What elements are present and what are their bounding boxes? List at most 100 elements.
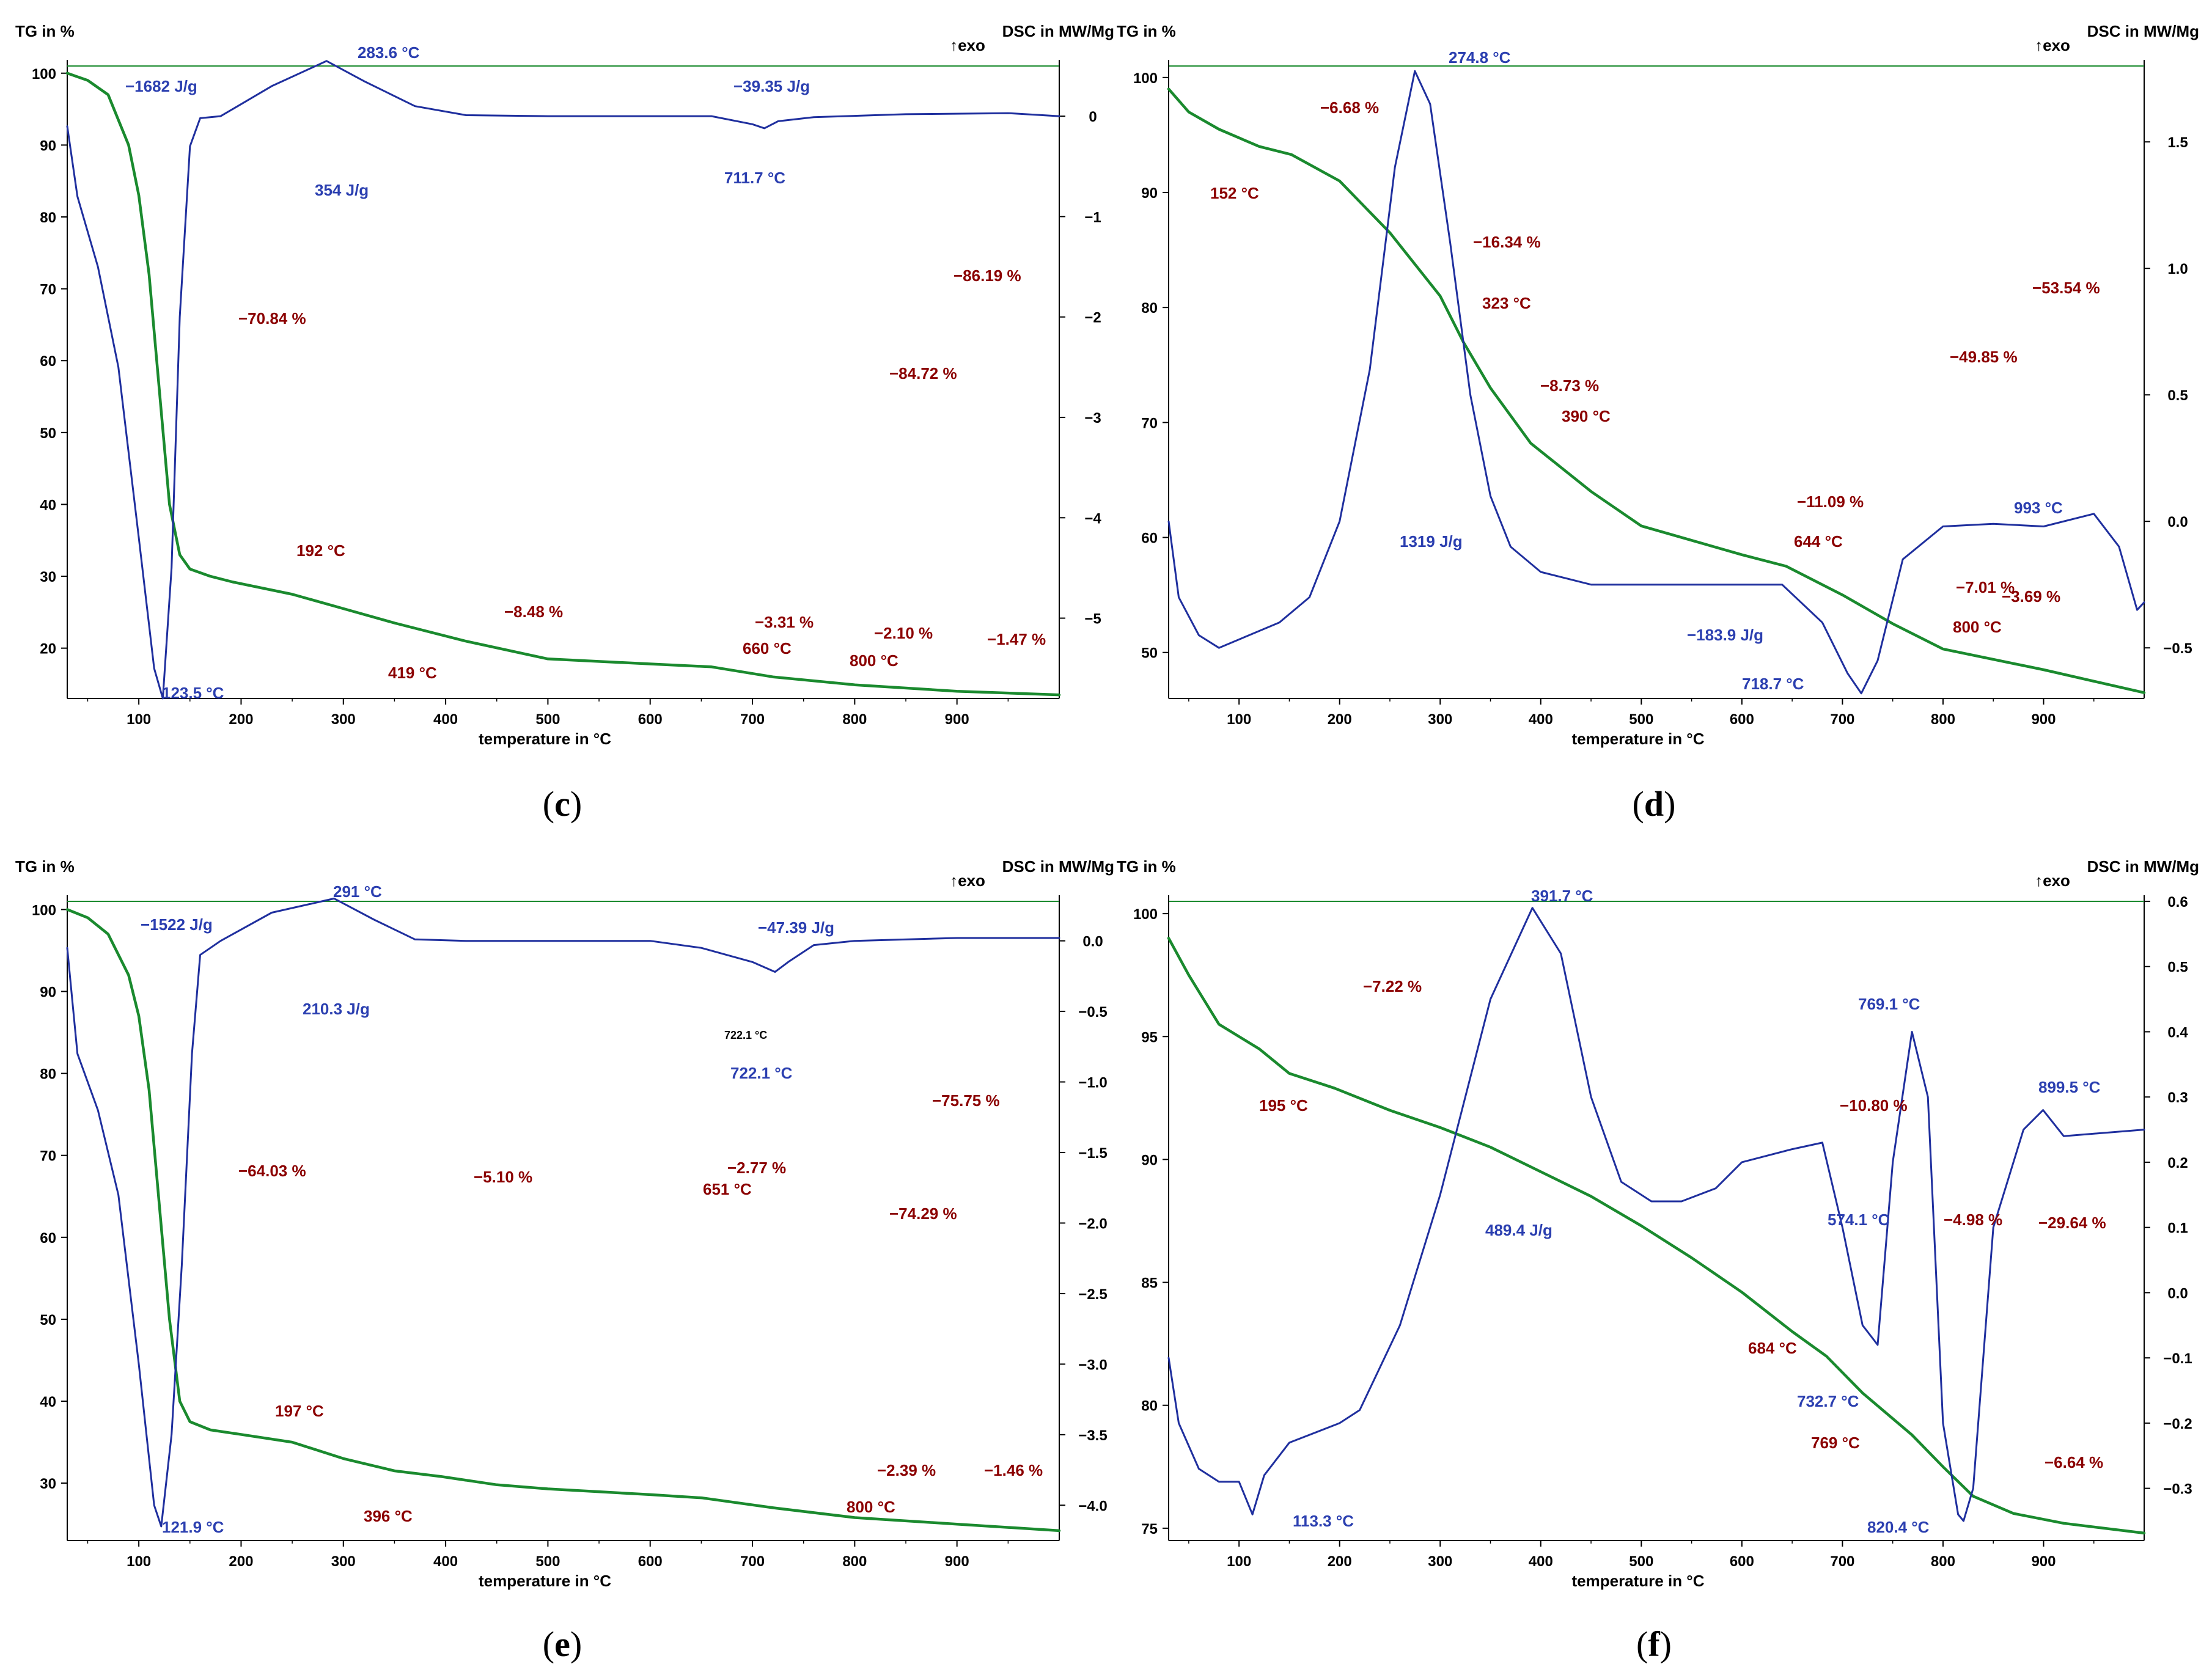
annotation-label: −47.39 J/g [758, 918, 834, 937]
exo-label: ↑exo [2035, 871, 2070, 890]
y-tick-label: 70 [40, 282, 56, 298]
x-tick-label: 400 [1529, 1553, 1553, 1570]
annotation-label: 800 °C [1953, 618, 2002, 636]
annotation-label: 354 J/g [315, 181, 369, 199]
exo-label: ↑exo [2035, 36, 2070, 54]
y-tick-label: 80 [1141, 1398, 1158, 1415]
y2-tick-label: 0.0 [1082, 934, 1103, 950]
annotation-label: −8.73 % [1540, 376, 1599, 395]
annotation-label: 660 °C [743, 639, 792, 658]
panel-letter-char: d [1644, 784, 1664, 824]
annotation-label: 899.5 °C [2038, 1078, 2101, 1096]
tg-axis-title: TG in % [1117, 857, 1176, 876]
annotation-label: −3.69 % [2002, 587, 2060, 606]
x-tick-label: 500 [1629, 1553, 1653, 1570]
y-tick-label: 90 [1141, 1152, 1158, 1168]
annotation-label: −183.9 J/g [1687, 626, 1763, 644]
panel-paren-close: ) [570, 1624, 582, 1664]
panel-paren-close: ) [1660, 1624, 1672, 1664]
annotation-label: 152 °C [1210, 184, 1259, 202]
annotation-label: 732.7 °C [1797, 1392, 1859, 1410]
annotation-label: 574.1 °C [1828, 1211, 1890, 1229]
x-tick-label: 900 [945, 1553, 969, 1570]
x-tick-label: 800 [1931, 1553, 1955, 1570]
panel-letter: (c) [543, 784, 582, 824]
annotation-label: 800 °C [847, 1498, 895, 1516]
y-tick-label: 60 [40, 353, 56, 370]
annotation-label: −49.85 % [1950, 348, 2018, 366]
tg-curve [1167, 937, 2146, 1535]
annotation-label: −29.64 % [2038, 1214, 2106, 1232]
y2-tick-label: −4.0 [1078, 1498, 1107, 1514]
annotation-label: 769 °C [1811, 1434, 1860, 1452]
panel-paren-open: ( [543, 784, 554, 824]
y-tick-label: 60 [40, 1230, 56, 1247]
y2-tick-label: −1 [1084, 209, 1101, 225]
annotation-label: 711.7 °C [724, 169, 785, 187]
y-tick-label: 30 [40, 569, 56, 585]
annotation-label: 718.7 °C [1742, 675, 1804, 693]
tg-axis-title: TG in % [15, 857, 75, 876]
y2-tick-label: −0.5 [2163, 640, 2192, 657]
y2-tick-label: −0.5 [1078, 1004, 1107, 1020]
annotation-label: −86.19 % [954, 266, 1021, 285]
panel-paren-close: ) [1664, 784, 1675, 824]
x-tick-label: 800 [842, 1553, 867, 1570]
x-tick-label: 400 [433, 711, 458, 728]
x-tick-label: 900 [2031, 1553, 2056, 1570]
x-tick-label: 300 [331, 711, 356, 728]
x-tick-label: 200 [1328, 711, 1352, 728]
annotation-label: −3.31 % [755, 613, 814, 631]
y2-tick-label: −1.5 [1078, 1145, 1107, 1162]
annotation-label: 769.1 °C [1858, 995, 1920, 1013]
annotation-label: 651 °C [703, 1180, 752, 1198]
panel-e: TG in % DSC in MW/Mg ↑exo temperature in °C… [15, 857, 1114, 1664]
exo-label: ↑exo [950, 36, 985, 54]
panel-letter-char: e [554, 1624, 570, 1664]
annotation-label: −75.75 % [932, 1091, 1000, 1110]
annotation-label: 291 °C [333, 882, 382, 901]
x-tick-label: 600 [1730, 711, 1754, 728]
annotation-label: 197 °C [275, 1402, 324, 1420]
x-tick-label: 800 [842, 711, 867, 728]
annotation-label: −64.03 % [238, 1162, 306, 1180]
x-tick-label: 300 [1428, 711, 1452, 728]
annotation-label: 274.8 °C [1449, 48, 1511, 67]
y-tick-label: 30 [40, 1476, 56, 1492]
annotation-label: −84.72 % [889, 364, 957, 383]
y2-tick-label: 0.6 [2167, 894, 2188, 910]
y2-tick-label: −3.5 [1078, 1427, 1107, 1444]
y-tick-label: 50 [1141, 645, 1158, 662]
x-tick-label: 700 [740, 711, 765, 728]
x-tick-label: 300 [1428, 1553, 1452, 1570]
y-tick-label: 80 [40, 210, 56, 226]
y-tick-label: 75 [1141, 1521, 1158, 1537]
annotation-label: 210.3 J/g [303, 1000, 370, 1018]
panel-paren-open: ( [1633, 784, 1644, 824]
x-tick-label: 500 [535, 1553, 560, 1570]
dsc-axis-title: DSC in MW/Mg [2087, 22, 2199, 40]
y-tick-label: 90 [1141, 185, 1158, 202]
annotation-label: 820.4 °C [1867, 1518, 1930, 1536]
annotation-label: −1522 J/g [141, 915, 213, 934]
x-axis-title: temperature in °C [1571, 730, 1704, 748]
panel-c: TG in % DSC in MW/Mg ↑exo temperature in °C… [15, 22, 1114, 824]
panel-d: TG in % DSC in MW/Mg ↑exo temperature in °C… [1117, 22, 2199, 824]
x-tick-label: 300 [331, 1553, 356, 1570]
annotation-label: −39.35 J/g [733, 77, 810, 95]
annotation-label: −8.48 % [504, 603, 563, 621]
x-tick-label: 500 [535, 711, 560, 728]
annotation-label: 121.9 °C [162, 1518, 224, 1536]
annotation-label: 800 °C [850, 651, 898, 670]
y2-tick-label: 0 [1089, 109, 1097, 125]
x-tick-label: 900 [945, 711, 969, 728]
annotation-label: −11.09 % [1797, 493, 1864, 511]
annotation-label: 419 °C [388, 664, 437, 682]
tg-axis-title: TG in % [15, 22, 75, 40]
panel-paren-close: ) [570, 784, 582, 824]
annotation-label: 195 °C [1259, 1096, 1308, 1115]
annotation-label: 1319 J/g [1400, 532, 1463, 551]
annotation-label: 323 °C [1482, 294, 1531, 312]
annotation-label: −53.54 % [2032, 279, 2100, 297]
y-tick-label: 80 [40, 1066, 56, 1083]
